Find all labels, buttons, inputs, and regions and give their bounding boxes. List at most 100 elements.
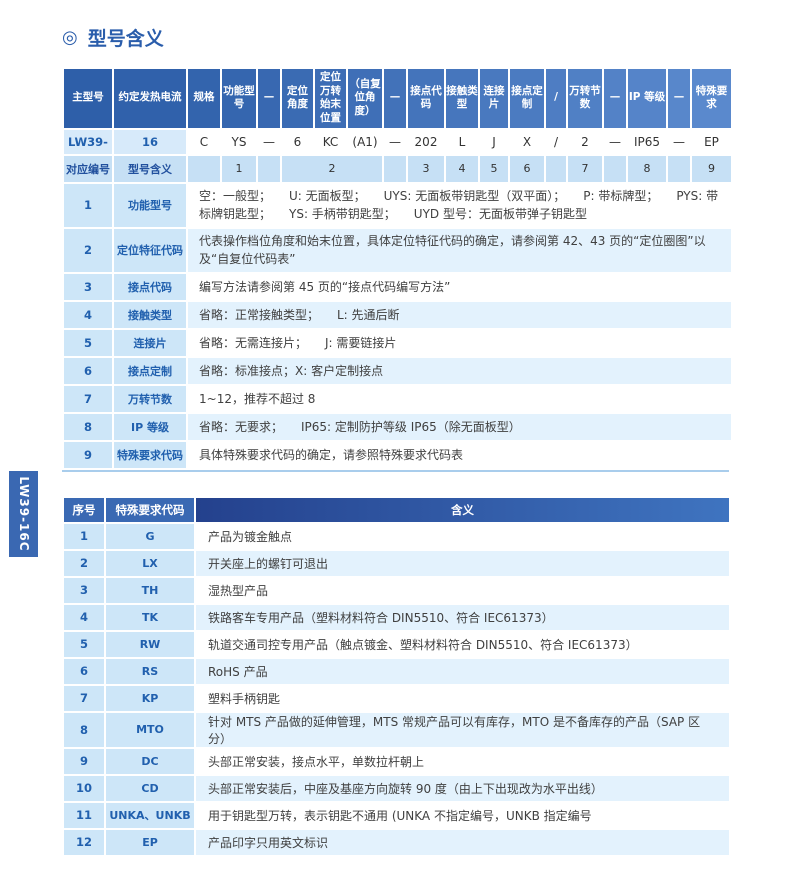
special-row-meaning: RoHS 产品 xyxy=(194,656,731,686)
special-table-rows: 1 G 产品为镀金触点 2 LX 开关座上的螺钉可退出 3 TH 湿热型产品 4 TK 铁路客车专用产… xyxy=(62,521,731,857)
model-code-value: 6 xyxy=(280,127,315,156)
explanation-row: 1 功能型号 空：一般型； U: 无面板型； UYS: 无面板带钥匙型（双平面）； … xyxy=(62,181,733,229)
special-row-code: LX xyxy=(104,548,196,578)
special-row-meaning: 头部正常安装后，中座及基座方向旋转 90 度（由上下出现改为水平出线） xyxy=(194,773,731,803)
special-row-number: 12 xyxy=(62,827,106,857)
special-row-code: EP xyxy=(104,827,196,857)
special-requirement-row: 3 TH 湿热型产品 xyxy=(62,575,731,605)
page-content: ◎ 型号含义 主型号 约定发热电流 规格 功能型号 — 定位角度 定位万转始末位置 （自复位角… xyxy=(62,24,733,857)
special-row-number: 6 xyxy=(62,656,106,686)
model-col-header: IP 等级 xyxy=(626,67,668,130)
explanation-row: 8 IP 等级 省略：无要求； IP65: 定制防护等级 IP65（除无面板型） xyxy=(62,411,733,442)
special-row-meaning: 头部正常安装，接点水平，单数拉杆朝上 xyxy=(194,746,731,776)
explanation-row: 7 万转节数 1~12，推荐不超过 8 xyxy=(62,383,733,414)
special-requirement-row: 4 TK 铁路客车专用产品（塑料材料符合 DIN5510、符合 IEC61373） xyxy=(62,602,731,632)
special-row-code: RW xyxy=(104,629,196,659)
explanation-label: 功能型号 xyxy=(112,181,188,229)
special-requirement-table: 序号 特殊要求代码 含义 1 G 产品为镀金触点 2 LX 开关座上的螺钉可退出 3 TH 湿热… xyxy=(62,495,731,857)
special-row-code: RS xyxy=(104,656,196,686)
model-table-explanations: 1 功能型号 空：一般型； U: 无面板型； UYS: 无面板带钥匙型（双平面）； … xyxy=(62,181,733,470)
special-row-meaning: 开关座上的螺钉可退出 xyxy=(194,548,731,578)
special-requirement-row: 10 CD 头部正常安装后，中座及基座方向旋转 90 度（由上下出现改为水平出线） xyxy=(62,773,731,803)
special-requirement-row: 9 DC 头部正常安装，接点水平，单数拉杆朝上 xyxy=(62,746,731,776)
special-requirement-row: 1 G 产品为镀金触点 xyxy=(62,521,731,551)
model-table-values-row: LW39- 16 C YS —6 KC (A1) —202 L J X/2— IP65— EP xyxy=(62,127,733,156)
explanation-text: 编写方法请参阅第 45 页的“接点代码编写方法” xyxy=(186,271,733,302)
mapping-blank-cell xyxy=(666,153,692,184)
mapping-number-cell: 1 xyxy=(220,153,258,184)
model-code-value: C xyxy=(186,127,222,156)
mapping-number-cell: 5 xyxy=(478,153,510,184)
explanation-text: 代表操作档位角度和始末位置，具体定位特征代码的确定，请参阅第 42、43 页的“… xyxy=(186,226,733,274)
model-col-header: 接触类型 xyxy=(444,67,480,130)
explanation-text: 省略：无要求； IP65: 定制防护等级 IP65（除无面板型） xyxy=(186,411,733,442)
model-col-header: 连接片 xyxy=(478,67,510,130)
section-bullet-icon: ◎ xyxy=(62,26,78,48)
special-row-number: 10 xyxy=(62,773,106,803)
model-col-header: （自复位角度） xyxy=(346,67,384,130)
model-table-header-row: 主型号 约定发热电流 规格 功能型号 — 定位角度 定位万转始末位置 （自复位角度） — 接点代码… xyxy=(62,67,733,130)
explanation-label: 接点定制 xyxy=(112,355,188,386)
model-col-header: 功能型号 xyxy=(220,67,258,130)
explanation-row: 9 特殊要求代码 具体特殊要求代码的确定，请参照特殊要求代码表 xyxy=(62,439,733,470)
model-col-header: 主型号 xyxy=(62,67,114,130)
model-code-table-wrap: 主型号 约定发热电流 规格 功能型号 — 定位角度 定位万转始末位置 （自复位角度） — 接点代码… xyxy=(62,67,733,472)
model-code-value: LW39- xyxy=(62,127,114,156)
special-row-code: TK xyxy=(104,602,196,632)
explanation-number: 2 xyxy=(62,226,114,274)
model-col-header: — xyxy=(602,67,628,130)
explanation-label: IP 等级 xyxy=(112,411,188,442)
special-row-meaning: 轨道交通司控专用产品（触点镀金、塑料材料符合 DIN5510、符合 IEC613… xyxy=(194,629,731,659)
side-section-tab: LW39-16C xyxy=(9,471,38,557)
special-row-number: 7 xyxy=(62,683,106,713)
model-code-value: L xyxy=(444,127,480,156)
explanation-number: 4 xyxy=(62,299,114,330)
explanation-number: 3 xyxy=(62,271,114,302)
explanation-text: 空：一般型； U: 无面板型； UYS: 无面板带钥匙型（双平面）； P: 带标… xyxy=(186,181,733,229)
model-code-value: EP xyxy=(690,127,733,156)
special-row-number: 11 xyxy=(62,800,106,830)
explanation-row: 3 接点代码 编写方法请参阅第 45 页的“接点代码编写方法” xyxy=(62,271,733,302)
model-col-header: — xyxy=(666,67,692,130)
explanation-label: 万转节数 xyxy=(112,383,188,414)
model-col-header: — xyxy=(256,67,282,130)
mapping-number-cell: 3 xyxy=(406,153,446,184)
model-col-header: — xyxy=(382,67,408,130)
mapping-number-cell: 7 xyxy=(566,153,604,184)
special-requirement-row: 7 KP 塑料手柄钥匙 xyxy=(62,683,731,713)
explanation-text: 省略：标准接点；X: 客户定制接点 xyxy=(186,355,733,386)
model-code-table: 主型号 约定发热电流 规格 功能型号 — 定位角度 定位万转始末位置 （自复位角度） — 接点代码… xyxy=(62,67,733,470)
explanation-number: 9 xyxy=(62,439,114,470)
special-row-number: 1 xyxy=(62,521,106,551)
special-requirement-row: 12 EP 产品印字只用英文标识 xyxy=(62,827,731,857)
model-code-value: 2 xyxy=(566,127,604,156)
model-code-value: — xyxy=(256,127,282,156)
page-title: ◎ 型号含义 xyxy=(62,24,729,51)
mapping-blank-cell xyxy=(602,153,628,184)
model-code-value: X xyxy=(508,127,546,156)
mapping-number-cell: 4 xyxy=(444,153,480,184)
model-code-value: — xyxy=(602,127,628,156)
mapping-number-cell: 型号含义 xyxy=(112,153,188,184)
model-code-value: 202 xyxy=(406,127,446,156)
special-requirement-row: 2 LX 开关座上的螺钉可退出 xyxy=(62,548,731,578)
special-row-meaning: 产品为镀金触点 xyxy=(194,521,731,551)
special-row-meaning: 铁路客车专用产品（塑料材料符合 DIN5510、符合 IEC61373） xyxy=(194,602,731,632)
explanation-text: 具体特殊要求代码的确定，请参照特殊要求代码表 xyxy=(186,439,733,470)
special-row-code: CD xyxy=(104,773,196,803)
special-row-number: 2 xyxy=(62,548,106,578)
model-col-header: 定位角度 xyxy=(280,67,315,130)
model-col-header: 特殊要求 xyxy=(690,67,733,130)
model-code-value: / xyxy=(544,127,568,156)
explanation-row: 6 接点定制 省略：标准接点；X: 客户定制接点 xyxy=(62,355,733,386)
mapping-number-cell: 9 xyxy=(690,153,733,184)
model-code-value: J xyxy=(478,127,510,156)
model-code-value: IP65 xyxy=(626,127,668,156)
special-row-meaning: 针对 MTS 产品做的延伸管理，MTS 常规产品可以有库存，MTO 是不备库存的… xyxy=(194,710,731,749)
explanation-text: 1~12，推荐不超过 8 xyxy=(186,383,733,414)
model-col-header: 定位万转始末位置 xyxy=(313,67,348,130)
explanation-row: 5 连接片 省略：无需连接片； J: 需要链接片 xyxy=(62,327,733,358)
special-row-meaning: 塑料手柄钥匙 xyxy=(194,683,731,713)
special-row-number: 4 xyxy=(62,602,106,632)
model-col-header: 接点定制 xyxy=(508,67,546,130)
